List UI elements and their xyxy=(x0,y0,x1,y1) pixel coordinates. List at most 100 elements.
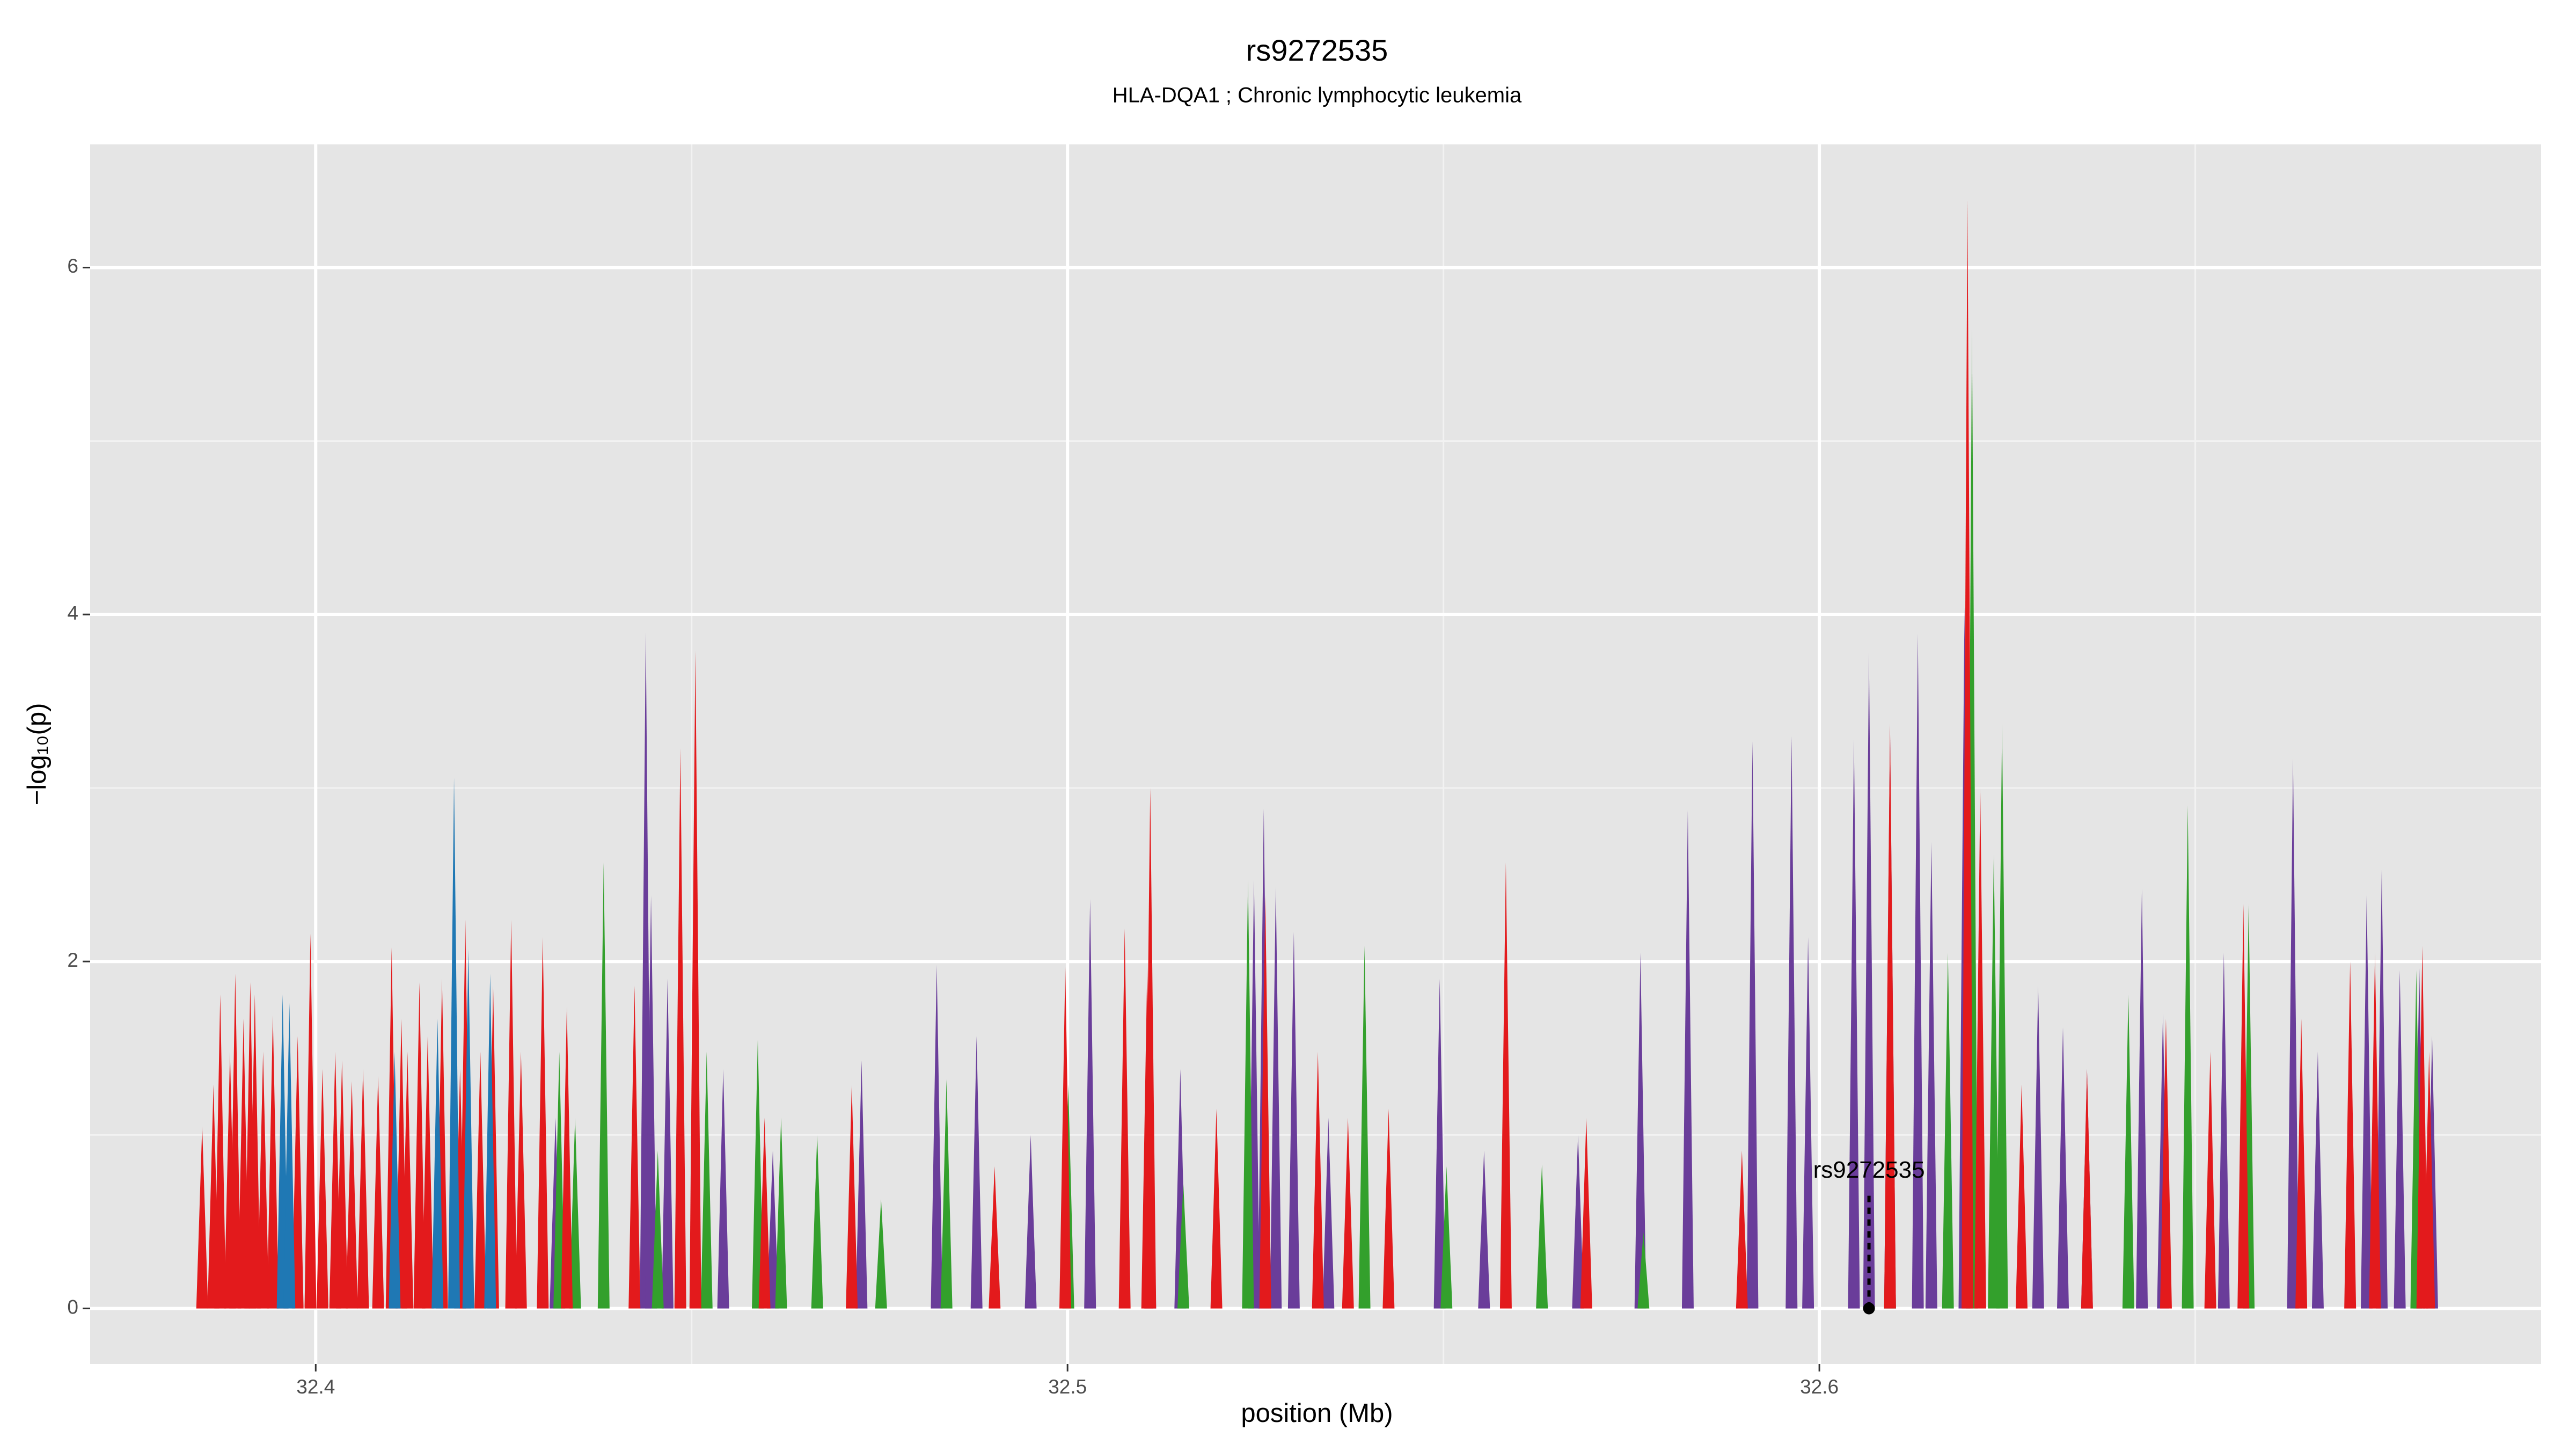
spike xyxy=(2369,953,2381,1309)
annotation-point xyxy=(1863,1302,1875,1315)
spike xyxy=(2423,1052,2435,1309)
spike xyxy=(1988,853,2000,1309)
spike xyxy=(2287,758,2299,1309)
spike xyxy=(661,979,674,1309)
spike xyxy=(811,1135,823,1309)
spike xyxy=(1287,932,1300,1309)
spike xyxy=(2344,961,2357,1309)
spike xyxy=(1270,887,1282,1309)
spike xyxy=(1382,1108,1395,1309)
spike xyxy=(1785,736,1798,1309)
y-tick-label: 6 xyxy=(67,255,78,277)
spike xyxy=(1144,788,1157,1309)
spike xyxy=(940,1079,953,1309)
spike xyxy=(2237,904,2250,1309)
chart-subtitle: HLA-DQA1 ; Chronic lymphocytic leukemia xyxy=(1113,84,1522,107)
spike xyxy=(1962,200,1974,1309)
spike xyxy=(357,1069,369,1309)
spike xyxy=(214,994,226,1309)
spike xyxy=(537,937,549,1309)
spike xyxy=(1210,1108,1223,1309)
spike xyxy=(196,1126,208,1309)
spike xyxy=(1118,928,1131,1309)
spike xyxy=(422,1036,434,1309)
spike xyxy=(1342,1118,1354,1309)
spike xyxy=(283,1003,296,1309)
spike xyxy=(1499,862,1512,1309)
spike xyxy=(462,949,474,1309)
spike xyxy=(515,1052,527,1309)
spike xyxy=(1259,895,1271,1309)
spike xyxy=(413,982,426,1309)
spike xyxy=(1912,633,1924,1309)
spike xyxy=(1974,788,1986,1309)
spike xyxy=(717,1069,729,1309)
spike xyxy=(448,777,460,1309)
x-axis-title: position (Mb) xyxy=(1241,1399,1393,1428)
spike xyxy=(474,1052,487,1309)
spike xyxy=(1681,811,1694,1309)
spike xyxy=(561,1006,573,1309)
spike xyxy=(2295,1018,2308,1309)
y-tick-label: 0 xyxy=(67,1296,78,1318)
spike xyxy=(2311,1052,2324,1309)
spike xyxy=(1059,966,1071,1309)
spike xyxy=(346,1081,358,1309)
spike xyxy=(569,1118,581,1309)
spike xyxy=(1637,1232,1650,1309)
spike xyxy=(2160,1018,2172,1309)
spike xyxy=(372,1076,384,1309)
spike xyxy=(875,1199,887,1309)
spike xyxy=(775,1118,787,1309)
spike xyxy=(257,1052,269,1309)
spike xyxy=(1242,880,1254,1309)
spike xyxy=(931,965,943,1309)
spike xyxy=(758,1118,771,1309)
spike xyxy=(1478,1150,1490,1309)
spike xyxy=(2015,1084,2028,1309)
spike xyxy=(1084,899,1096,1309)
spike xyxy=(1572,1135,1584,1309)
annotation-label: rs9272535 xyxy=(1813,1157,1925,1183)
spike xyxy=(2032,986,2044,1309)
spike xyxy=(389,1052,401,1309)
spike xyxy=(248,994,261,1309)
chart-title: rs9272535 xyxy=(1246,33,1388,67)
spike xyxy=(401,1052,414,1309)
spike xyxy=(1177,1183,1189,1309)
spike xyxy=(1322,1118,1335,1309)
spike xyxy=(229,973,241,1309)
spike xyxy=(2394,970,2406,1309)
spike xyxy=(431,1018,444,1309)
spike xyxy=(1863,652,1875,1309)
spike xyxy=(689,651,701,1309)
spike xyxy=(1358,946,1371,1309)
spike xyxy=(674,748,686,1309)
spike xyxy=(1433,979,1446,1309)
spike xyxy=(628,986,641,1309)
spike xyxy=(846,1084,858,1309)
spike xyxy=(2204,1052,2216,1309)
spike xyxy=(2360,895,2373,1309)
y-axis-title: −log₁₀(p) xyxy=(23,703,52,806)
spike xyxy=(2136,888,2148,1309)
spike xyxy=(652,1150,664,1309)
spike xyxy=(304,933,317,1309)
spike xyxy=(505,920,517,1309)
spike xyxy=(2218,953,2230,1309)
spike xyxy=(1440,1166,1453,1309)
spike xyxy=(1848,739,1860,1309)
spike xyxy=(1746,741,1759,1309)
spike xyxy=(2081,1069,2093,1309)
spike xyxy=(2182,805,2194,1309)
spike xyxy=(1024,1135,1037,1309)
y-tick-label: 2 xyxy=(67,949,78,971)
spike xyxy=(267,1015,279,1309)
spike xyxy=(1580,1118,1592,1309)
x-tick-label: 32.5 xyxy=(1048,1376,1087,1398)
spike xyxy=(2122,994,2134,1309)
spike xyxy=(767,1150,779,1309)
spike xyxy=(970,1036,983,1309)
